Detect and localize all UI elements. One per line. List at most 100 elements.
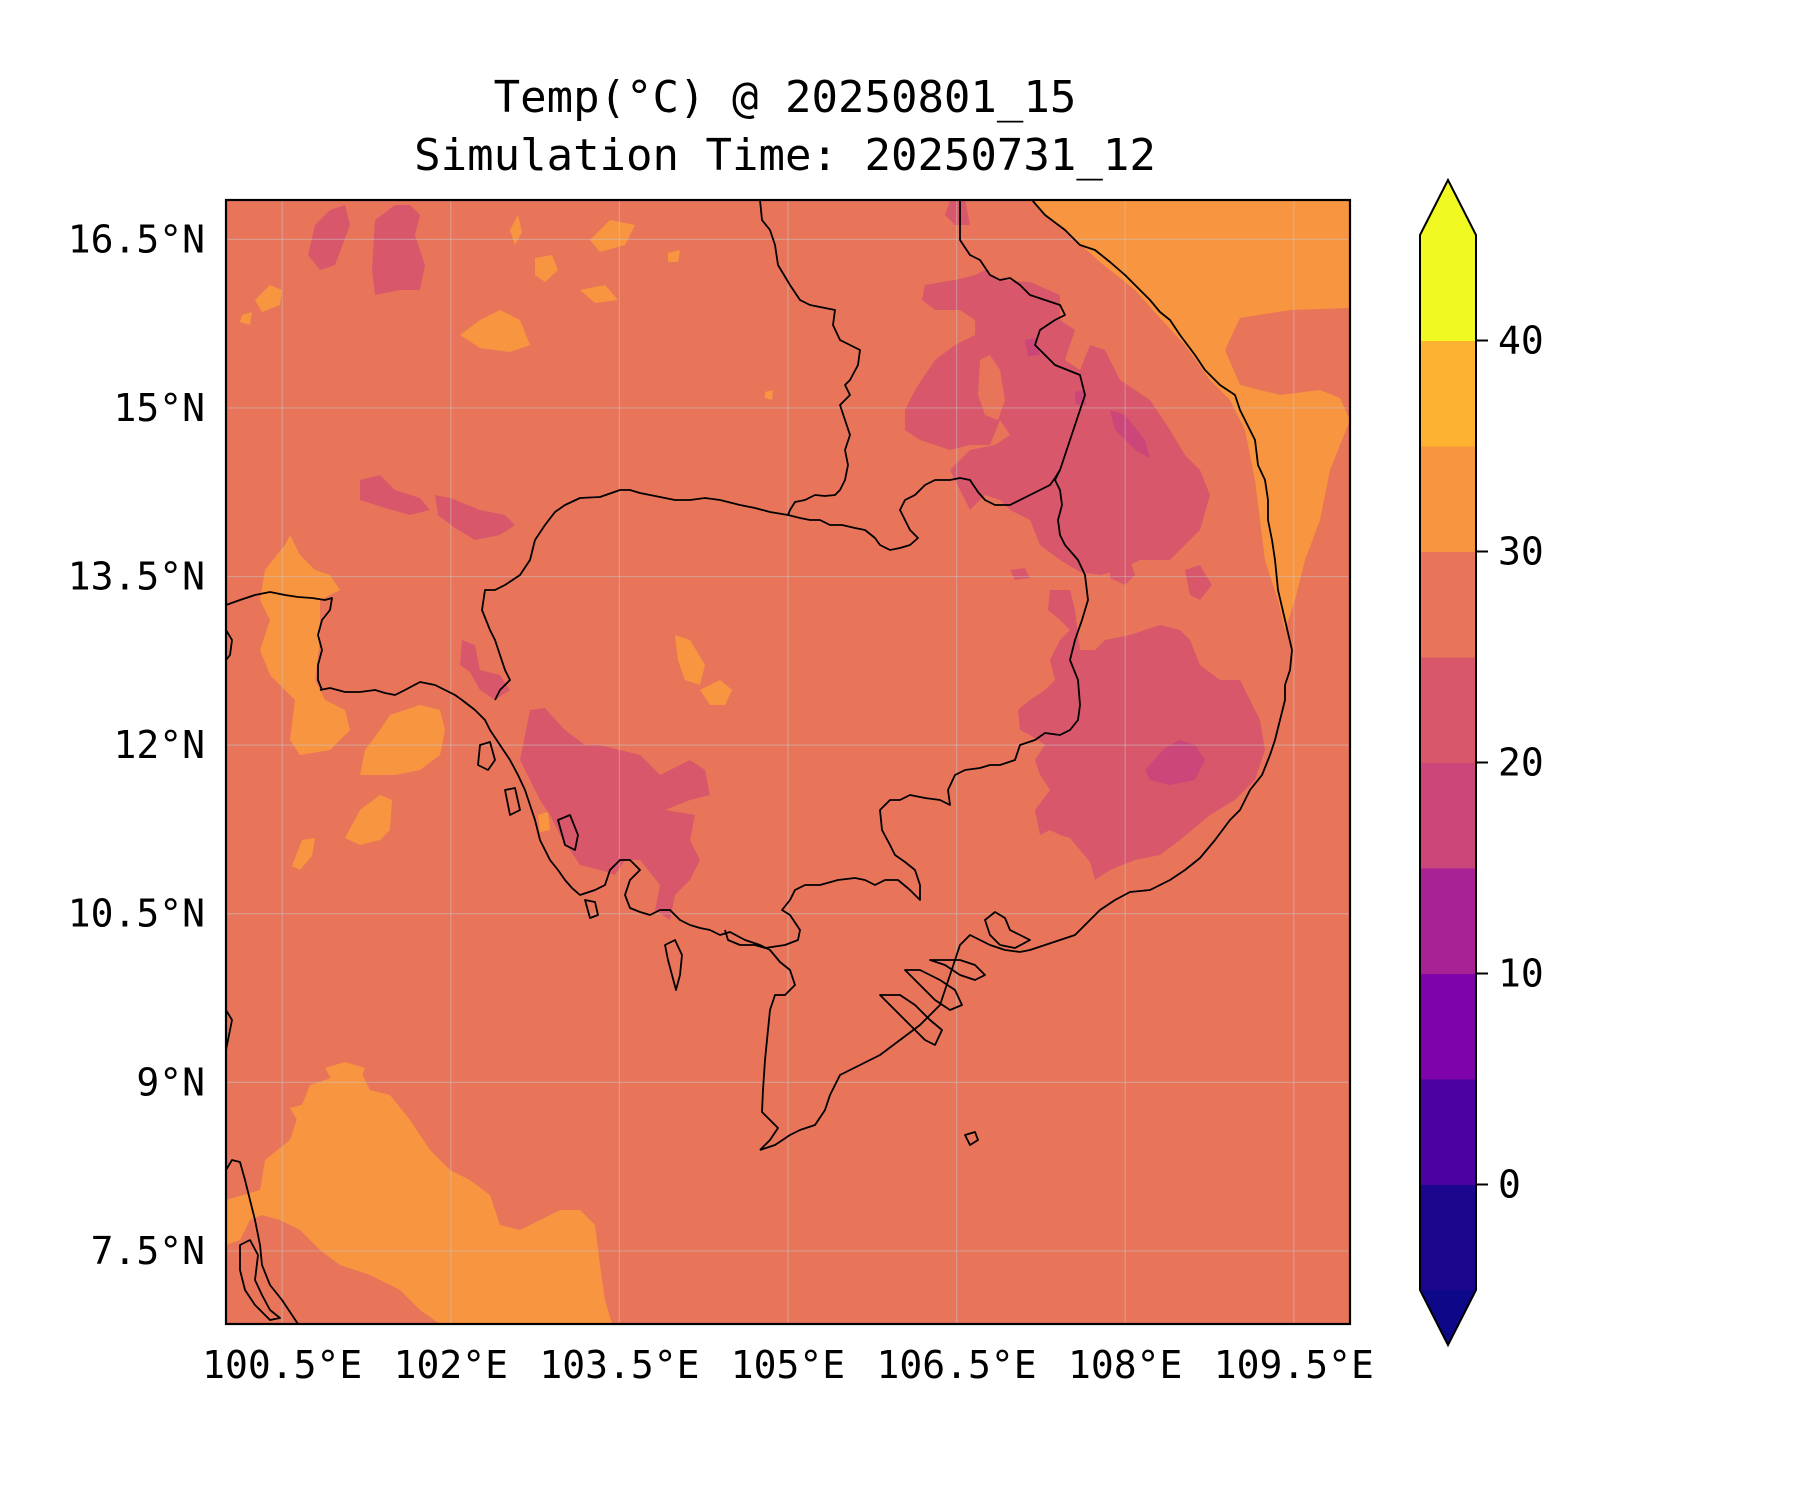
warm-area-southwest <box>226 1070 612 1324</box>
warm-area-north-8 <box>240 312 252 325</box>
colorbar-band <box>1420 340 1476 447</box>
thailand-myanmar-border <box>225 591 333 691</box>
colorbar-band <box>1420 1079 1476 1185</box>
west-archipelago-2 <box>504 787 521 816</box>
cool-area-north-2 <box>372 205 425 295</box>
longitude-tick-labels: 100.5°E 102°E 103.5°E 105°E 106.5°E 108°E 109.… <box>202 1343 1374 1387</box>
warm-area-north-1 <box>460 310 530 352</box>
mekong-distributary-1 <box>879 994 943 1046</box>
cold-area-1 <box>1110 410 1150 458</box>
longitude-tick-label: 109.5°E <box>1214 1343 1374 1387</box>
cool-area-north-laos <box>945 200 970 225</box>
colorbar-tick-label: 0 <box>1498 1163 1521 1207</box>
island-small-1 <box>239 1239 281 1321</box>
myanmar-west-coast <box>225 629 233 661</box>
latitude-tick-label: 10.5°N <box>68 892 205 936</box>
colorbar-under-extension <box>1420 1290 1476 1345</box>
warm-area-north-5 <box>535 255 558 282</box>
temperature-colorbar: 40 30 20 10 0 <box>1419 177 1544 1348</box>
vietnam-central-coast <box>1019 199 1293 953</box>
warm-area-cambodia-1 <box>675 635 705 685</box>
colorbar-over-extension <box>1420 180 1476 235</box>
cool-area-west-cambodia <box>520 708 710 920</box>
warm-area-cambodia-2 <box>700 680 732 705</box>
cold-temperature-areas <box>1025 338 1205 785</box>
cool-temperature-areas <box>308 200 1265 920</box>
country-borders <box>225 199 1089 1051</box>
colorbar-band <box>1420 551 1476 658</box>
longitude-tick-label: 105°E <box>731 1343 845 1387</box>
warm-area-sw-island <box>325 1062 365 1085</box>
latitude-tick-label: 15°N <box>113 386 205 430</box>
colorbar-tick-label: 40 <box>1498 319 1544 363</box>
colorbar-band <box>1420 973 1476 1080</box>
colorbar-band <box>1420 235 1476 341</box>
warm-area-north-2 <box>590 220 635 252</box>
coastlines-and-borders <box>225 199 1293 1325</box>
delta-islands <box>984 911 1031 949</box>
mekong-delta-coast <box>759 934 1021 1151</box>
latitude-tick-label: 7.5°N <box>91 1229 205 1273</box>
island-con-dao <box>964 1131 979 1146</box>
warm-area-west-3 <box>345 795 392 845</box>
cold-area-2 <box>1145 740 1205 785</box>
gulf-of-thailand-coast <box>319 681 796 1151</box>
longitude-tick-label: 108°E <box>1068 1343 1182 1387</box>
mekong-distributary-3 <box>929 959 986 981</box>
warm-temperature-areas <box>226 200 1350 1324</box>
longitude-tick-label: 103.5°E <box>539 1343 699 1387</box>
thailand-laos-border <box>759 199 861 516</box>
thailand-southwest-coast <box>225 1159 299 1325</box>
colorbar-band <box>1420 1184 1476 1291</box>
longitude-tick-label: 100.5°E <box>202 1343 362 1387</box>
warm-area-west-4 <box>292 838 315 870</box>
mekong-distributary-2 <box>904 969 963 1011</box>
warm-area-small-1 <box>765 390 773 400</box>
colorbar-tick-label: 10 <box>1498 952 1544 996</box>
cambodia-laos-border <box>787 469 1061 551</box>
mid-pocket-1 <box>978 355 1005 420</box>
map-frame <box>224 198 1352 1326</box>
colorbar-band <box>1420 657 1476 763</box>
colorbar-tick-label: 20 <box>1498 741 1544 785</box>
longitude-tick-label: 102°E <box>394 1343 508 1387</box>
cool-area-north-3 <box>360 475 430 515</box>
warm-area-small-2 <box>538 812 550 832</box>
warm-area-west-2 <box>360 705 445 775</box>
colorbar-tick-label: 30 <box>1498 530 1544 574</box>
latitude-tick-label: 13.5°N <box>68 555 205 599</box>
cool-area-east-small-3 <box>930 368 950 380</box>
island-phu-quoc <box>664 939 683 991</box>
warm-area-southwest-lobe <box>290 1092 375 1140</box>
laos-vietnam-border-north <box>724 200 1089 949</box>
cool-area-east-plateau-2 <box>1018 590 1265 880</box>
latitude-tick-label: 12°N <box>113 723 205 767</box>
warm-area-north-3 <box>255 285 282 312</box>
west-archipelago-3 <box>584 899 599 919</box>
cool-area-west-small <box>460 640 510 700</box>
cool-area-east-plateau <box>905 270 1210 575</box>
map-gridlines <box>226 200 1350 1324</box>
cool-area-north-1 <box>308 205 350 270</box>
mid-temperature-pockets <box>978 298 1125 420</box>
map-title-line-1: Temp(°C) @ 20250801_15 <box>493 72 1077 123</box>
warm-area-northeast-coast <box>1030 200 1350 630</box>
map-title-line-2: Simulation Time: 20250731_12 <box>414 130 1156 181</box>
warm-area-west-1 <box>260 535 350 755</box>
warm-area-north-6 <box>580 285 618 303</box>
cool-area-east-small-1 <box>1110 560 1135 585</box>
colorbar-band <box>1420 762 1476 869</box>
west-archipelago-4 <box>557 814 579 851</box>
cool-area-east-small-4 <box>1185 565 1212 600</box>
colorbar-band <box>1420 868 1476 974</box>
west-archipelago-1 <box>477 741 496 771</box>
cool-area-east-small-2 <box>1010 568 1030 580</box>
colorbar-outline <box>1419 177 1477 1348</box>
colorbar-band <box>1420 446 1476 552</box>
latitude-tick-label: 9°N <box>136 1060 205 1104</box>
mid-pocket-2 <box>1108 298 1125 330</box>
latitude-tick-labels: 16.5°N 15°N 13.5°N 12°N 10.5°N 9°N 7.5°N <box>68 217 205 1273</box>
longitude-tick-label: 106.5°E <box>877 1343 1037 1387</box>
cool-area-north-4 <box>435 495 515 540</box>
